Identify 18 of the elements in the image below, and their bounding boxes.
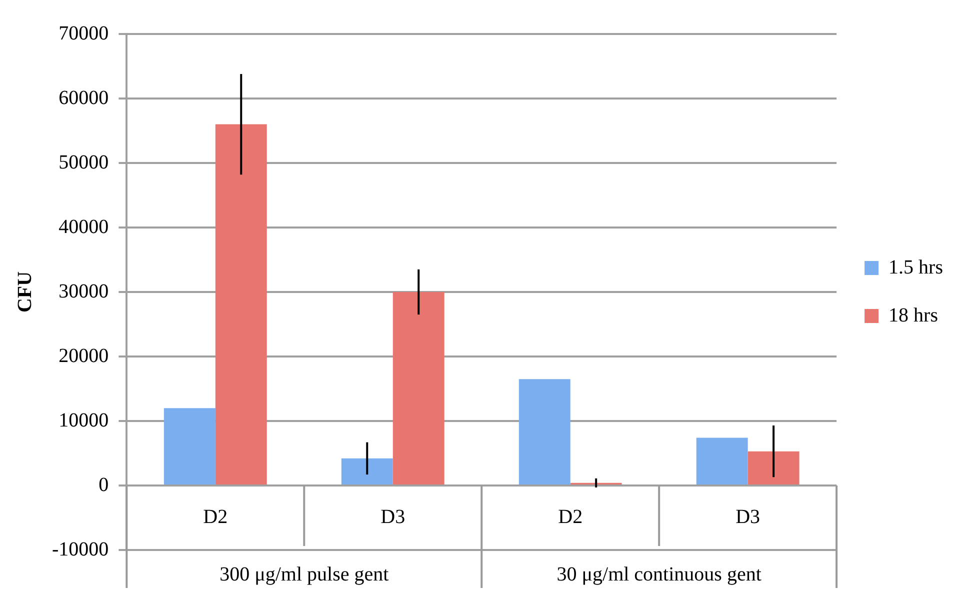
x-tick-label: D3 [736,506,760,528]
y-tick-label: 50000 [58,151,109,174]
y-tick-label: 20000 [58,344,109,367]
text: 30 μg/ml continuous gent [556,563,762,586]
x-tick-label: D3 [380,506,406,528]
y-tick-label: 10000 [58,409,109,432]
y-tick-label: 0 [98,474,109,496]
y-axis-title: CFU [14,271,36,313]
y-tick-label: 40000 [58,216,109,238]
y-tick-label: 60000 [58,86,109,109]
x-tick-label: D2 [558,506,583,528]
text: 300 μg/ml pulse gent [220,563,390,586]
legend-label: 1.5 hrs [888,256,944,278]
x-tick-label: D2 [203,506,228,528]
legend-label: 18 hrs [888,304,938,326]
y-tick-label: -10000 [52,538,109,560]
y-tick-label: 30000 [58,280,109,302]
y-tick-label: 70000 [58,22,109,44]
